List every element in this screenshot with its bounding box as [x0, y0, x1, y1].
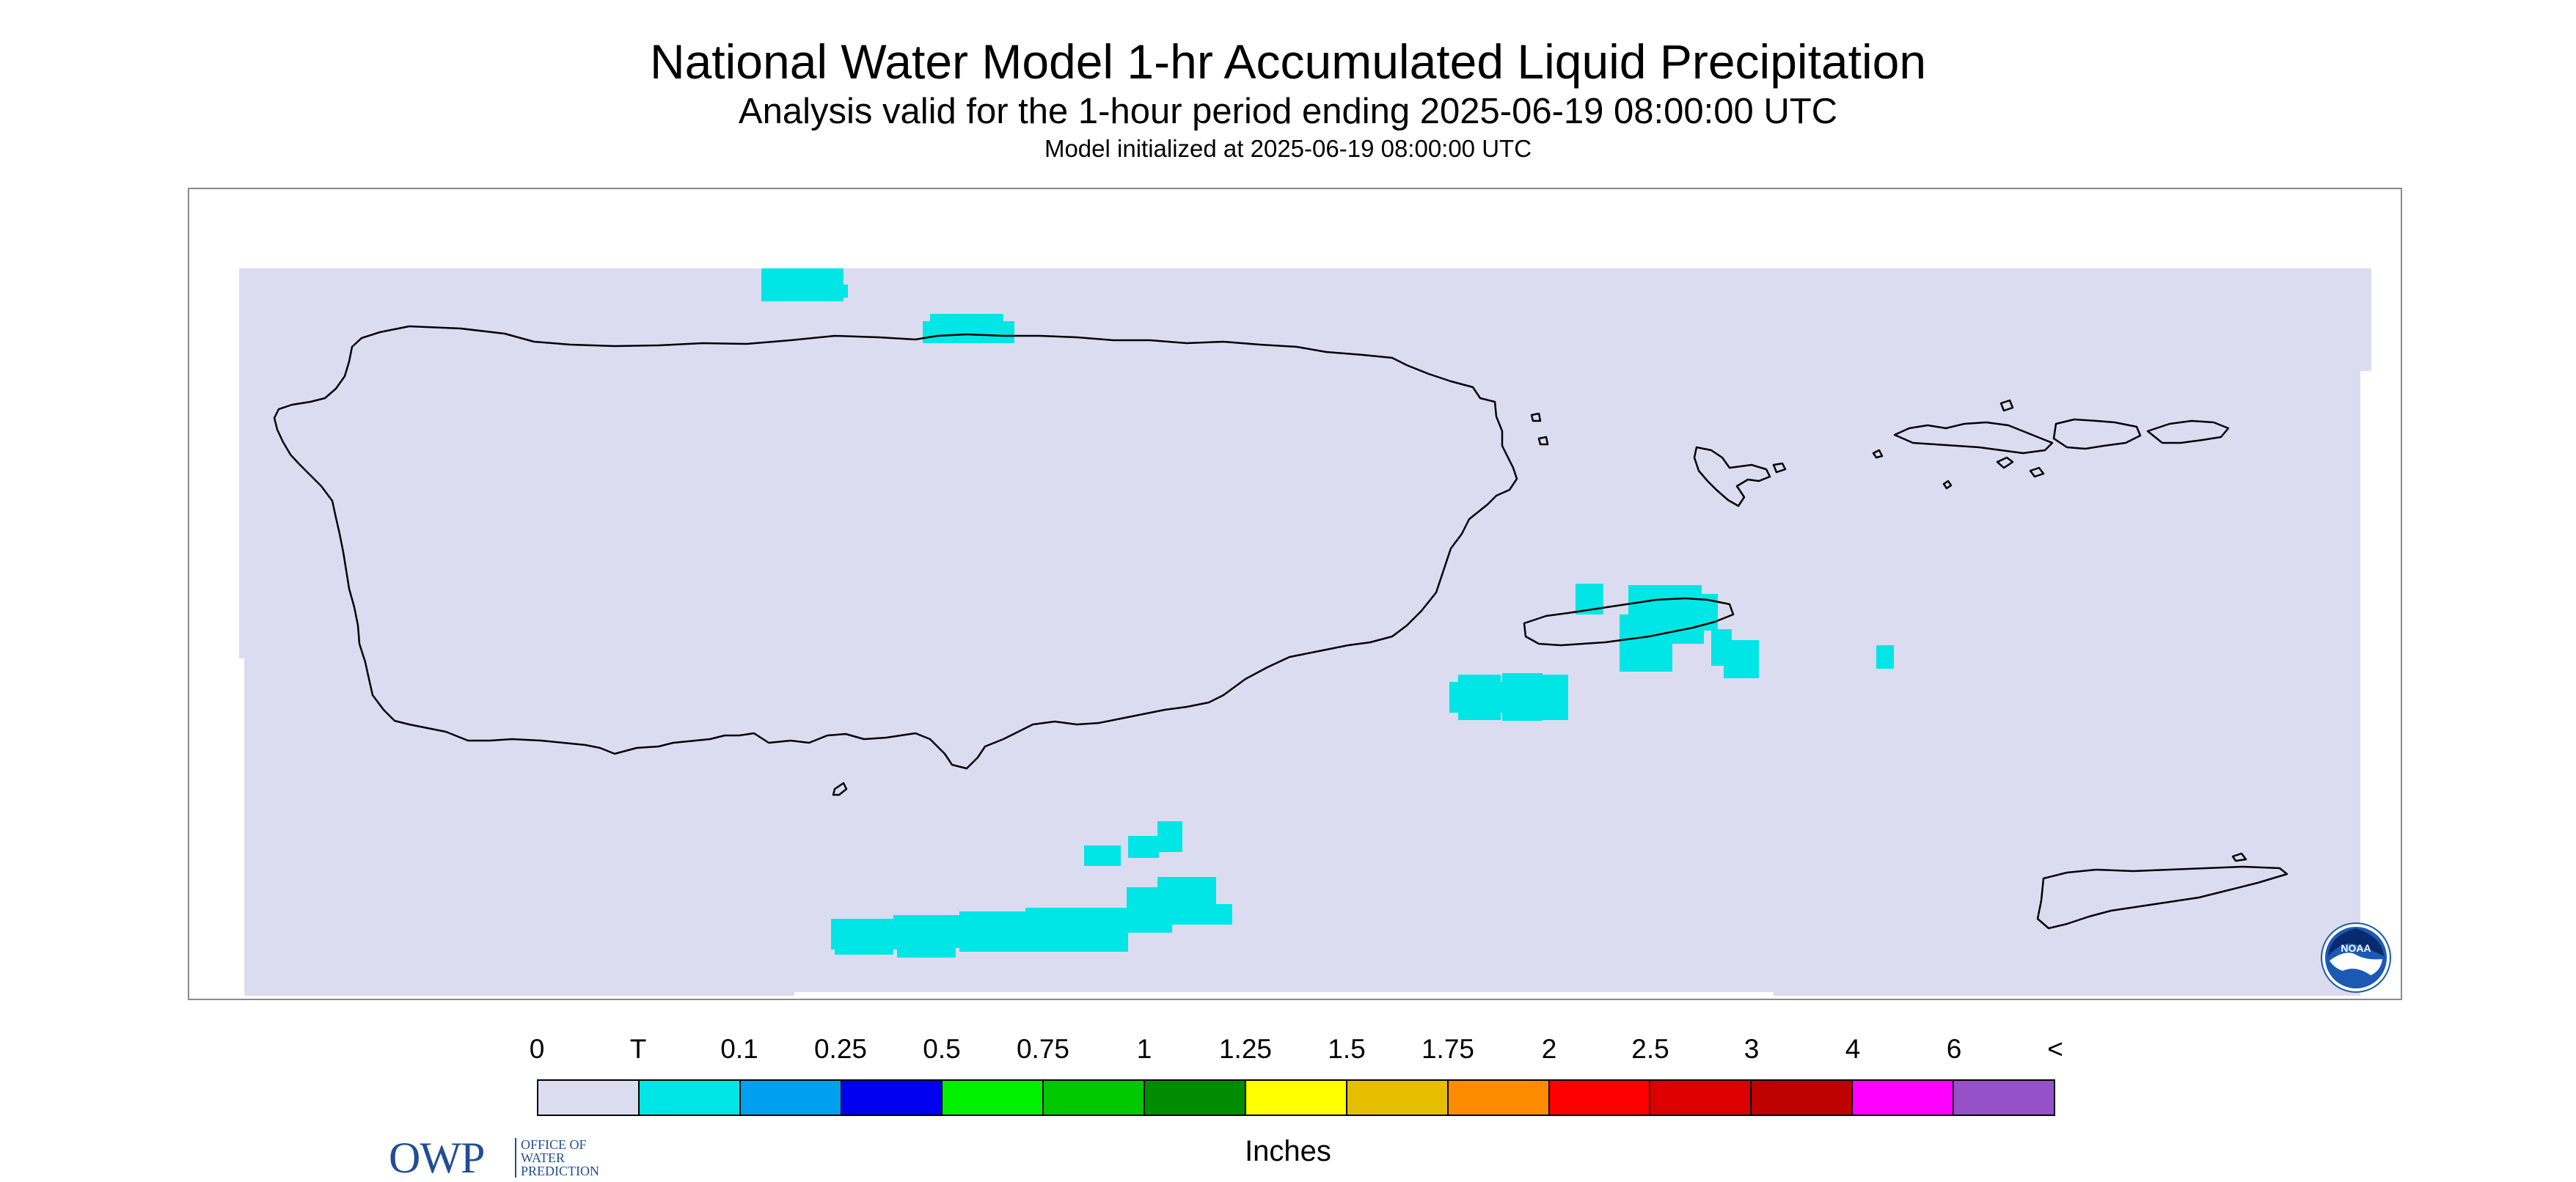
map-panel: OWP OFFICE OF WATER PREDICTION: [188, 188, 2402, 1181]
colorbar-swatch: [943, 1081, 1044, 1115]
st-croix-coastline: [2036, 865, 2288, 930]
colorbar-swatch: [1752, 1081, 1854, 1115]
colorbar-swatch: [1044, 1081, 1146, 1115]
noaa-logo: NOAA: [2321, 922, 2391, 993]
coastlines: [273, 325, 2288, 930]
culebra-coastline: [1693, 446, 1771, 507]
colorbar-swatch: [1954, 1081, 2054, 1115]
small-cay-2: [2029, 466, 2045, 478]
owp-logo-divider: [515, 1138, 516, 1178]
legend-tick: T: [629, 1034, 647, 1064]
vieques-coastline: [1523, 597, 1735, 647]
colorbar-swatch: [841, 1081, 943, 1115]
legend-tick: 6: [1946, 1034, 1962, 1064]
buck-island-coastline: [2231, 852, 2247, 862]
map-subtitle: Analysis valid for the 1-hour period end…: [738, 92, 1838, 131]
owp-text-line-1: OFFICE OF: [521, 1137, 587, 1152]
legend-tick: 2: [1541, 1034, 1557, 1064]
colorbar-swatch: [1246, 1081, 1347, 1115]
noaa-logo-text: NOAA: [2341, 942, 2371, 954]
colorbar-swatch: [538, 1081, 640, 1115]
owp-logo: OWP OFFICE OF WATER PREDICTION: [389, 1135, 623, 1181]
legend-tick: 0.1: [720, 1034, 758, 1064]
colorbar-swatch: [740, 1081, 842, 1115]
puerto-rico-coastline: [273, 325, 1518, 770]
legend-tick: 0: [529, 1034, 545, 1064]
owp-text-line-3: PREDICTION: [521, 1164, 599, 1178]
colorbar-swatch: [639, 1081, 741, 1115]
colorbar-swatch: [1448, 1081, 1550, 1115]
legend-tick: 3: [1743, 1034, 1760, 1064]
model-domain-field: [239, 268, 2371, 996]
legend-tick: <: [2047, 1034, 2063, 1064]
legend-tick: 4: [1845, 1034, 1861, 1064]
owp-logo-text: OFFICE OF WATER PREDICTION: [521, 1138, 599, 1178]
mona-cay-coastline: [832, 782, 848, 796]
legend-tick: 1: [1136, 1034, 1152, 1064]
owp-logo-letters: OWP: [389, 1134, 485, 1182]
model-init-time: Model initialized at 2025-06-19 08:00:00…: [1044, 135, 1532, 162]
colorbar-swatch: [1347, 1081, 1449, 1115]
legend-tick: 2.5: [1631, 1034, 1669, 1064]
small-cay-7: [1537, 436, 1549, 446]
precip-map: [239, 268, 2371, 996]
legend-tick: 1.25: [1218, 1034, 1272, 1064]
legend-tick: 1.75: [1421, 1034, 1474, 1064]
map-title: National Water Model 1-hr Accumulated Li…: [649, 34, 1927, 89]
small-cay-1: [1996, 456, 2014, 469]
small-cay-4: [1872, 449, 1884, 459]
colorbar-swatch: [1549, 1081, 1651, 1115]
colorbar-swatch: [1650, 1081, 1752, 1115]
colorbar-swatch: [1853, 1081, 1955, 1115]
small-cay-5: [1942, 480, 1953, 490]
tortola-coastline: [2146, 419, 2230, 444]
legend-tick: 0.75: [1016, 1034, 1069, 1064]
legend-tick: 1.5: [1328, 1034, 1366, 1064]
legend-tick: 0.5: [923, 1034, 961, 1064]
st-john-coastline: [2052, 418, 2142, 450]
legend-tick: 0.25: [813, 1034, 867, 1064]
precip-colorbar: [537, 1079, 2055, 1116]
owp-text-line-2: WATER: [521, 1150, 565, 1165]
culebrita-coastline: [1772, 462, 1787, 474]
colorbar-swatch: [1145, 1081, 1247, 1115]
st-thomas-coastline: [1893, 421, 2054, 455]
small-cay-6: [1530, 412, 1542, 422]
small-cay-3: [1999, 399, 2014, 412]
legend-units-label: Inches: [1245, 1135, 1331, 1167]
